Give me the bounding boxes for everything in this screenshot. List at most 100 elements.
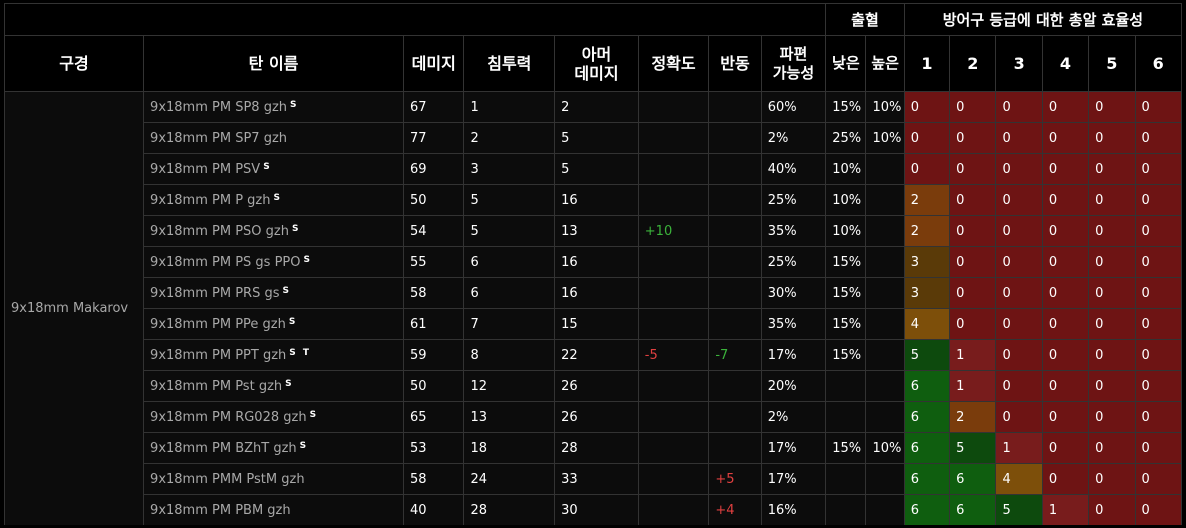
damage-cell: 61	[403, 308, 465, 340]
armor-damage-cell: 30	[554, 494, 639, 525]
ammo-name-cell: 9x18mm PM BZhT gzh S	[143, 432, 405, 464]
effectiveness-cell-class-1: 3	[903, 277, 951, 309]
ammo-name-cell: 9x18mm PM P gzh S	[143, 184, 405, 216]
ammo-tag: S	[303, 254, 312, 265]
bleed-low-cell: 15%	[825, 246, 867, 278]
effectiveness-cell-class-2: 2	[949, 401, 997, 433]
bleed-high-cell	[865, 401, 905, 433]
header-row-top: 출혈 방어구 등급에 대한 총알 효율성	[4, 3, 1182, 36]
ammo-table-container: 출혈 방어구 등급에 대한 총알 효율성 구경 탄 이름 데미지 침투력 아머 데…	[4, 3, 1182, 525]
ammo-name: 9x18mm PM PSV	[150, 161, 261, 177]
bleed-low-cell: 10%	[825, 215, 867, 247]
effectiveness-cell-class-3: 0	[995, 122, 1043, 154]
bleed-low-cell	[825, 401, 867, 433]
effectiveness-cell-class-1: 0	[903, 122, 951, 154]
damage-cell: 50	[403, 184, 465, 216]
ammo-name: 9x18mm PM PBM gzh	[150, 502, 291, 518]
armor-damage-cell: 22	[554, 339, 639, 371]
effectiveness-cell-class-2: 0	[949, 308, 997, 340]
header-armor-effectiveness: 방어구 등급에 대한 총알 효율성	[903, 3, 1182, 36]
armor-damage-cell: 33	[554, 463, 639, 495]
armor-damage-cell: 28	[554, 432, 639, 464]
header-damage: 데미지	[403, 35, 465, 92]
ammo-tag: S	[291, 223, 301, 234]
effectiveness-cell-class-4: 0	[1041, 184, 1090, 216]
effectiveness-cell-class-5: 0	[1088, 215, 1136, 247]
effectiveness-cell-class-5: 0	[1088, 277, 1136, 309]
recoil-cell	[708, 184, 762, 216]
effectiveness-cell-class-4: 0	[1041, 91, 1090, 123]
ammo-name: 9x18mm PM PRS gs	[150, 285, 280, 301]
effectiveness-cell-class-1: 6	[903, 494, 951, 525]
armor-damage-cell: 5	[554, 122, 639, 154]
table-row: 9x18mm PM RG028 gzh S 65 13 26 2% 6 2 0 0 0 0	[5, 401, 1182, 433]
effectiveness-cell-class-4: 0	[1041, 277, 1090, 309]
effectiveness-cell-class-2: 1	[949, 370, 997, 402]
penetration-cell: 3	[463, 153, 556, 185]
recoil-cell: +5	[708, 463, 762, 495]
ammo-name: 9x18mm PM PPe gzh	[150, 316, 286, 332]
effectiveness-cell-class-6: 0	[1134, 401, 1182, 433]
bleed-high-cell: 10%	[865, 432, 905, 464]
effectiveness-cell-class-3: 0	[995, 215, 1043, 247]
ammo-name-cell: 9x18mm PM PPe gzh S	[143, 308, 405, 340]
accuracy-cell	[637, 184, 710, 216]
ammo-name: 9x18mm PM P gzh	[150, 192, 271, 208]
damage-cell: 53	[403, 432, 465, 464]
armor-damage-cell: 16	[554, 277, 639, 309]
effectiveness-cell-class-3: 4	[995, 463, 1043, 495]
recoil-cell	[708, 277, 762, 309]
bleed-high-cell	[865, 339, 905, 371]
effectiveness-cell-class-2: 1	[949, 339, 997, 371]
effectiveness-cell-class-5: 0	[1088, 246, 1136, 278]
header-accuracy: 정확도	[637, 35, 710, 92]
ammo-name: 9x18mm PM PS gs PPO	[150, 254, 301, 270]
table-row: 9x18mm PM PSV S 69 3 5 40% 10% 0 0 0 0 0 0	[5, 153, 1182, 185]
bleed-high-cell	[865, 463, 905, 495]
fragmentation-cell: 17%	[760, 463, 827, 495]
header-class-5: 5	[1088, 35, 1136, 92]
damage-cell: 58	[403, 277, 465, 309]
effectiveness-cell-class-2: 0	[949, 153, 997, 185]
bleed-low-cell	[825, 463, 867, 495]
effectiveness-cell-class-3: 0	[995, 308, 1043, 340]
caliber-cell: 9x18mm Makarov	[4, 91, 145, 525]
effectiveness-cell-class-6: 0	[1134, 184, 1182, 216]
penetration-cell: 5	[463, 215, 556, 247]
ammo-name-cell: 9x18mm PM PS gs PPO S	[143, 246, 405, 278]
header-row-columns: 구경 탄 이름 데미지 침투력 아머 데미지 정확도 반동 파편 가능성 낮은 높은…	[4, 35, 1182, 92]
bleed-low-cell: 15%	[825, 308, 867, 340]
header-class-4: 4	[1041, 35, 1090, 92]
damage-cell: 58	[403, 463, 465, 495]
recoil-cell	[708, 401, 762, 433]
header-bleed-low: 낮은	[825, 35, 867, 92]
armor-damage-cell: 26	[554, 370, 639, 402]
penetration-cell: 7	[463, 308, 556, 340]
header-class-3: 3	[995, 35, 1043, 92]
damage-cell: 69	[403, 153, 465, 185]
damage-cell: 59	[403, 339, 465, 371]
ammo-tag: S	[309, 409, 319, 420]
effectiveness-cell-class-6: 0	[1134, 339, 1182, 371]
fragmentation-cell: 17%	[760, 432, 827, 464]
accuracy-cell	[637, 153, 710, 185]
ammo-name-cell: 9x18mm PM PPT gzh S T	[143, 339, 405, 371]
effectiveness-cell-class-1: 4	[903, 308, 951, 340]
effectiveness-cell-class-3: 0	[995, 277, 1043, 309]
ammo-name: 9x18mm PM Pst gzh	[150, 378, 283, 394]
header-frag-line1: 파편	[779, 44, 808, 63]
penetration-cell: 8	[463, 339, 556, 371]
recoil-cell	[708, 432, 762, 464]
effectiveness-cell-class-1: 3	[903, 246, 951, 278]
header-name: 탄 이름	[143, 35, 405, 92]
armor-damage-cell: 15	[554, 308, 639, 340]
fragmentation-cell: 60%	[760, 91, 827, 123]
effectiveness-cell-class-3: 5	[995, 494, 1043, 525]
armor-damage-cell: 16	[554, 246, 639, 278]
table-row: 9x18mm PM PPe gzh S 61 7 15 35% 15% 4 0 0 0 0 0	[5, 308, 1182, 340]
bleed-high-cell	[865, 494, 905, 525]
penetration-cell: 2	[463, 122, 556, 154]
effectiveness-cell-class-1: 5	[903, 339, 951, 371]
recoil-cell: +4	[708, 494, 762, 525]
effectiveness-cell-class-3: 0	[995, 246, 1043, 278]
